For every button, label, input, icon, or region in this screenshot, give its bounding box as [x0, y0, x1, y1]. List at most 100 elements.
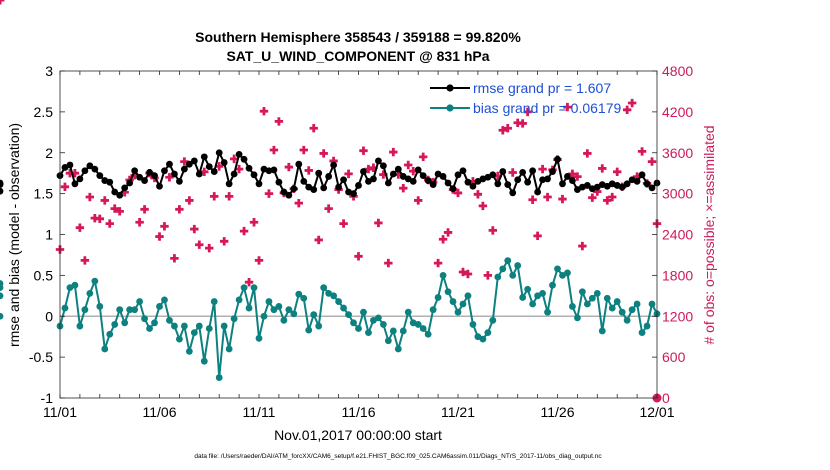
bias-series-point — [195, 322, 203, 330]
legend-bias-label: bias grand pr = 0.06179 — [473, 100, 621, 116]
bias-series-point — [91, 277, 99, 285]
rmse-series-point — [71, 180, 79, 188]
obs-marker-shape — [379, 170, 388, 179]
rmse-series-point — [285, 191, 293, 199]
rmse-series-point — [86, 162, 94, 170]
obs-marker-shape — [110, 204, 119, 213]
rmse-series-point — [375, 157, 382, 165]
rmse-series-point — [310, 186, 318, 193]
obs-marker-shape — [468, 177, 478, 186]
y-tick-label: 1.5 — [34, 186, 54, 202]
bias-series-point — [285, 306, 293, 314]
rmse-series-point — [161, 167, 168, 175]
rmse-series-point — [559, 180, 566, 188]
bias-series-point — [86, 289, 94, 297]
obs-marker-shape — [234, 164, 244, 174]
obs-marker — [538, 164, 547, 174]
obs-marker-shape — [135, 218, 144, 227]
rmse-series-point — [190, 157, 198, 165]
y-tick-label: 2.5 — [34, 104, 54, 120]
obs-marker — [190, 224, 199, 234]
obs-marker-shape — [389, 147, 398, 157]
obs-marker — [90, 213, 100, 223]
legend-rmse-marker — [446, 84, 454, 92]
rmse-series-point — [514, 176, 522, 184]
obs-marker-shape — [414, 196, 423, 205]
bias-series-point — [345, 311, 352, 319]
bias-series-point — [245, 304, 253, 312]
bias-series-point — [598, 327, 606, 335]
rmse-series-point — [350, 190, 357, 198]
obs-marker-shape — [284, 162, 294, 172]
rmse-series-point — [151, 172, 158, 180]
bias-series-point — [648, 300, 656, 308]
bias-series-point — [0, 312, 4, 320]
obs-marker — [483, 271, 493, 280]
rmse-series-point — [220, 159, 228, 166]
obs-marker-shape — [140, 205, 149, 214]
rmse-series-point — [0, 179, 4, 187]
bias-series-point — [260, 312, 268, 320]
bias-series-point — [424, 330, 432, 338]
bias-series-point — [603, 294, 611, 302]
rmse-series-point — [200, 153, 208, 161]
obs-marker-shape — [513, 118, 522, 127]
obs-marker-shape — [613, 167, 622, 177]
rmse-series-point — [534, 188, 541, 196]
obs-marker — [647, 157, 657, 166]
rmse-series-point — [126, 179, 134, 187]
bias-series-point — [96, 303, 104, 310]
bias-series-point — [250, 284, 258, 292]
x-tick-label: 11/06 — [143, 404, 177, 420]
obs-marker-shape — [70, 168, 80, 178]
obs-marker-shape — [329, 156, 338, 166]
y2-tick-label: 0 — [662, 390, 670, 406]
obs-marker — [284, 162, 294, 172]
obs-marker-shape — [523, 107, 532, 117]
obs-marker — [389, 147, 398, 157]
bias-series-point — [504, 257, 512, 265]
obs-marker — [95, 214, 104, 224]
obs-marker — [384, 258, 393, 268]
rmse-series-point — [449, 185, 457, 193]
obs-marker-shape — [259, 106, 269, 116]
bias-series-point — [230, 315, 238, 323]
bias-series-point — [514, 262, 522, 269]
bias-series-point — [569, 303, 576, 310]
obs-marker — [140, 205, 149, 214]
bias-series-point — [116, 306, 124, 314]
rmse-series-point — [504, 181, 512, 189]
obs-marker — [637, 147, 647, 156]
obs-marker-shape — [344, 169, 353, 179]
rmse-series-point — [564, 173, 571, 180]
rmse-series-point — [141, 177, 148, 184]
bias-series-point — [434, 294, 442, 301]
obs-marker — [180, 157, 189, 166]
obs-marker-shape — [588, 193, 597, 202]
obs-marker — [344, 169, 353, 179]
rmse-series-point — [384, 179, 392, 187]
rmse-series-point — [340, 176, 347, 184]
bias-series-point — [126, 306, 134, 314]
rmse-series-point — [419, 172, 427, 180]
obs-marker — [558, 194, 567, 204]
rmse-series-point — [315, 169, 323, 177]
rmse-series-point — [549, 168, 556, 175]
bias-series-point — [633, 300, 641, 308]
rmse-series-point — [230, 170, 238, 178]
obs-marker-shape — [438, 235, 448, 244]
rmse-series-point — [330, 161, 338, 169]
rmse-series-point — [325, 173, 333, 180]
y2-axis-label: # of obs: o=possible; ×=assimilated — [701, 125, 717, 344]
bias-series-point — [101, 345, 109, 353]
obs-marker-shape — [195, 240, 204, 249]
obs-marker-shape — [528, 195, 537, 204]
bias-series-point — [315, 322, 323, 330]
obs-marker-shape — [598, 164, 607, 173]
obs-marker — [593, 187, 602, 196]
rmse-series-point — [355, 182, 362, 189]
obs-marker — [60, 182, 70, 192]
obs-marker-shape — [90, 213, 100, 223]
bias-series-point — [161, 296, 168, 304]
obs-marker — [269, 145, 279, 155]
